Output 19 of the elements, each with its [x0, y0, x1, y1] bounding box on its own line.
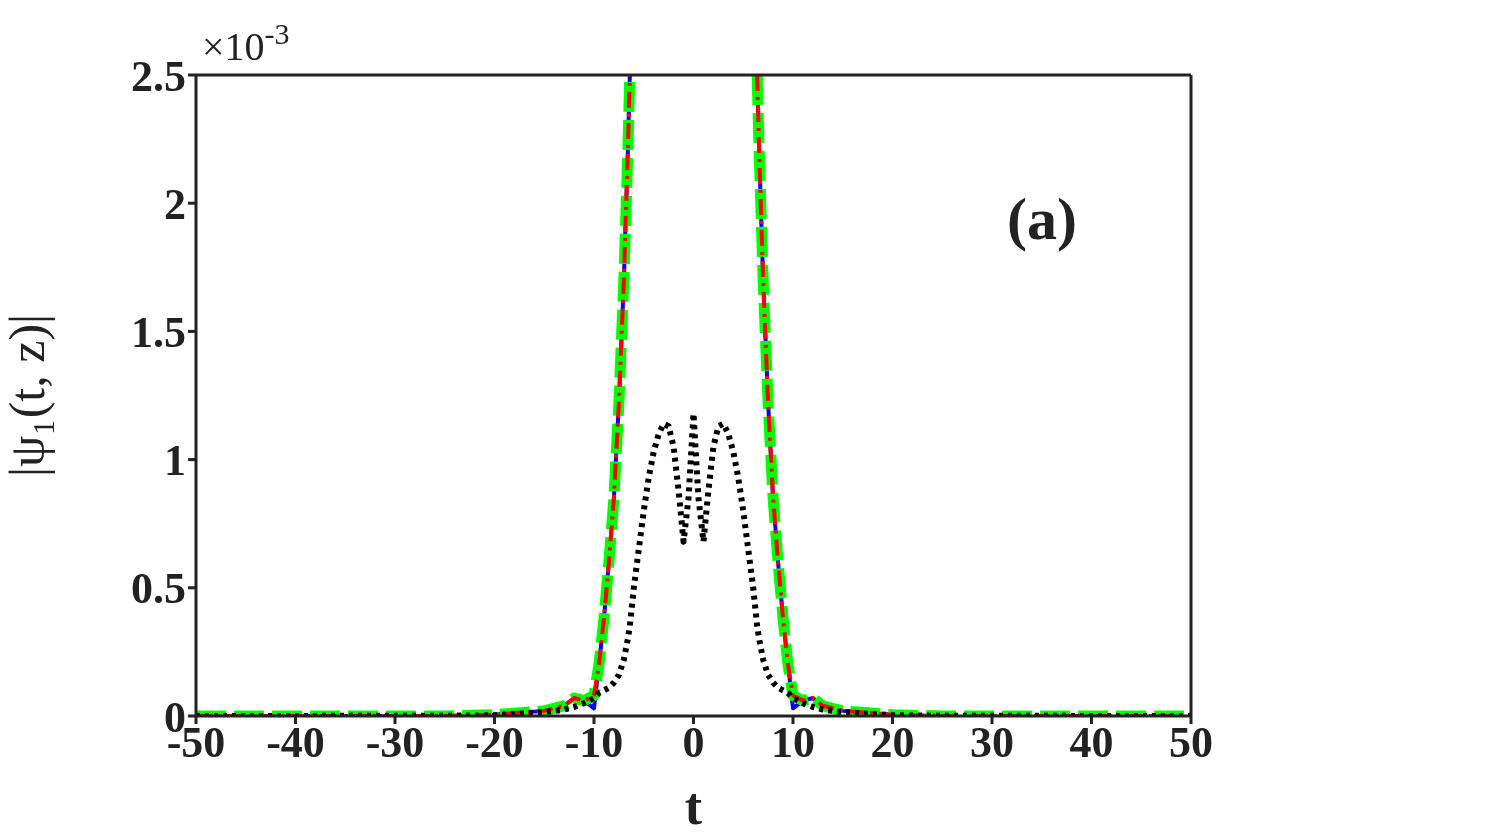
text: ×10$^{-3}$	[202, 16, 290, 69]
x-tick-label: 0	[682, 718, 705, 768]
x-tick-label: 40	[1069, 718, 1114, 768]
x-tick-label: 10	[771, 718, 815, 768]
x-axis-title: t	[684, 778, 703, 835]
x-tick-label: -40	[266, 718, 325, 768]
x-tick-label: -20	[465, 718, 524, 768]
y-axis-title: |ψ₁(t, z)|	[0, 313, 55, 478]
x-tick-label: -10	[564, 718, 624, 768]
x-tick-label: 30	[970, 718, 1014, 768]
y-tick-label: 2	[164, 179, 186, 229]
y-tick-label: 1.5	[131, 308, 186, 358]
y-tick-label: 2.5	[131, 51, 186, 101]
x-tick-label: 20	[870, 718, 915, 768]
y-tick-label: 1	[164, 436, 186, 486]
y-tick-label: 0.5	[131, 564, 186, 614]
x-tick-label: -30	[365, 718, 425, 768]
annotation: (a)	[1007, 186, 1077, 252]
x-tick-label: 50	[1169, 718, 1213, 768]
